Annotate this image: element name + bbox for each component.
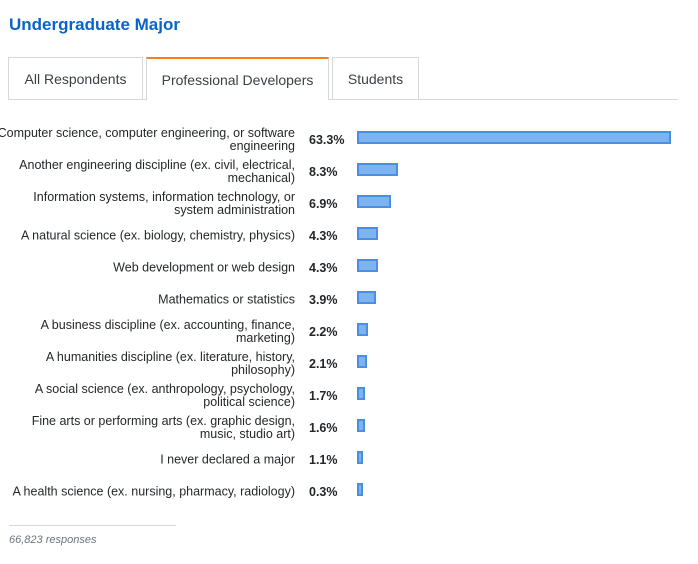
- value-label: 3.9%: [309, 293, 338, 307]
- bar-row: I never declared a major 1.1%: [0, 444, 698, 476]
- category-label: A social science (ex. anthropology, psyc…: [34, 382, 295, 409]
- bar-row: Fine arts or performing arts (ex. graphi…: [0, 412, 698, 444]
- category-label: Mathematics or statistics: [158, 292, 295, 307]
- category-label: Web development or web design: [113, 260, 295, 275]
- category-label: A humanities discipline (ex. literature,…: [45, 350, 295, 377]
- tab-bar-divider: [8, 99, 678, 100]
- bar: [357, 418, 365, 432]
- bar: [357, 258, 378, 272]
- bar-row: A social science (ex. anthropology, psyc…: [0, 380, 698, 412]
- bar-row: A natural science (ex. biology, chemistr…: [0, 220, 698, 252]
- responses-count: 66,823 responses: [9, 534, 97, 546]
- category-label: Fine arts or performing arts (ex. graphi…: [31, 414, 295, 441]
- footer-divider: [9, 525, 176, 526]
- value-label: 1.1%: [309, 453, 338, 467]
- bar: [357, 354, 367, 368]
- bar: [357, 322, 368, 336]
- category-label: I never declared a major: [160, 452, 295, 467]
- value-label: 63.3%: [309, 133, 345, 147]
- value-label: 2.2%: [309, 325, 338, 339]
- category-label: Computer science, computer engineering, …: [0, 126, 295, 153]
- bar: [357, 290, 376, 304]
- value-label: 0.3%: [309, 485, 338, 499]
- category-label: A business discipline (ex. accounting, f…: [40, 318, 295, 345]
- bar-row: Web development or web design 4.3%: [0, 252, 698, 284]
- tab-all-respondents[interactable]: All Respondents: [8, 57, 143, 99]
- bar: [357, 482, 363, 496]
- bar-chart: Computer science, computer engineering, …: [0, 120, 698, 520]
- value-label: 1.7%: [309, 389, 338, 403]
- tab-professional-developers[interactable]: Professional Developers: [146, 57, 329, 100]
- bar-row: A humanities discipline (ex. literature,…: [0, 348, 698, 380]
- tab-bar: All Respondents Professional Developers …: [8, 57, 678, 100]
- value-label: 2.1%: [309, 357, 338, 371]
- bar-row: Computer science, computer engineering, …: [0, 124, 698, 156]
- bar: [357, 450, 363, 464]
- bar: [357, 194, 391, 208]
- category-label: A health science (ex. nursing, pharmacy,…: [12, 484, 295, 499]
- bar-row: A health science (ex. nursing, pharmacy,…: [0, 476, 698, 508]
- tab-students[interactable]: Students: [332, 57, 419, 99]
- category-label: A natural science (ex. biology, chemistr…: [21, 228, 295, 243]
- value-label: 8.3%: [309, 165, 338, 179]
- bar: [357, 386, 365, 400]
- category-label: Information systems, information technol…: [33, 190, 295, 217]
- value-label: 4.3%: [309, 229, 338, 243]
- bar: [357, 226, 378, 240]
- value-label: 4.3%: [309, 261, 338, 275]
- value-label: 6.9%: [309, 197, 338, 211]
- page-title: Undergraduate Major: [9, 15, 180, 34]
- category-label: Another engineering discipline (ex. civi…: [19, 158, 295, 185]
- bar-row: Information systems, information technol…: [0, 188, 698, 220]
- bar: [357, 162, 398, 176]
- bar-row: A business discipline (ex. accounting, f…: [0, 316, 698, 348]
- value-label: 1.6%: [309, 421, 338, 435]
- bar-row: Another engineering discipline (ex. civi…: [0, 156, 698, 188]
- bar: [357, 130, 671, 144]
- bar-row: Mathematics or statistics 3.9%: [0, 284, 698, 316]
